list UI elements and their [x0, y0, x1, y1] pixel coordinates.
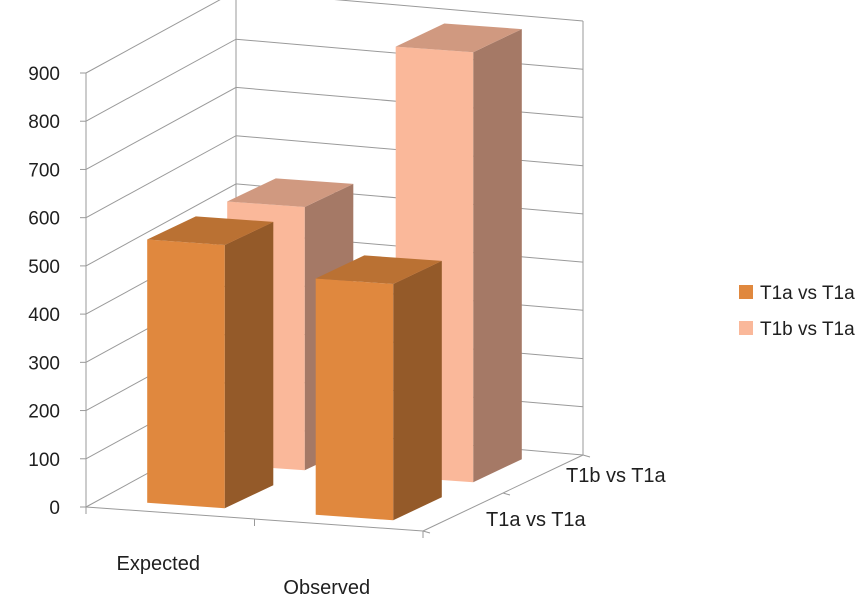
- x-tick-label: Expected: [117, 553, 200, 575]
- y-tick-label: 100: [28, 450, 60, 471]
- bar-top: [395, 23, 522, 53]
- bar: [147, 216, 274, 509]
- bar-side: [473, 29, 522, 483]
- bar-layer: [147, 23, 522, 521]
- y-tick-label: 700: [28, 160, 60, 181]
- legend-swatch: [739, 321, 753, 335]
- x-tick-label: Observed: [283, 577, 370, 598]
- depth-tick-label: T1a vs T1a: [486, 509, 587, 531]
- bar-top: [227, 178, 354, 207]
- legend-label: T1b vs T1a: [760, 319, 855, 340]
- label-layer: 0 100 200 300 400 500 600 700 800 900 Expected Obse…: [28, 64, 666, 598]
- y-tick-label: 600: [28, 209, 60, 230]
- y-tick-label: 0: [49, 498, 60, 519]
- legend: T1a vs T1a T1b vs T1a: [739, 283, 855, 340]
- depth-tick-mark: [502, 492, 511, 496]
- y-tick-label: 200: [28, 402, 60, 423]
- bar-front: [147, 239, 225, 509]
- y-tick-label: 800: [28, 112, 60, 133]
- legend-label: T1a vs T1a: [760, 283, 855, 304]
- bar-side: [393, 260, 442, 521]
- bar: [315, 255, 442, 521]
- legend-swatch: [739, 285, 753, 299]
- gridline: [85, 0, 584, 74]
- y-tick-label: 300: [28, 353, 60, 374]
- bar-top: [315, 255, 442, 284]
- bar-side: [224, 221, 274, 509]
- bar-top: [147, 216, 274, 245]
- y-tick-label: 900: [28, 64, 60, 85]
- depth-tick-label: T1b vs T1a: [566, 465, 667, 487]
- y-tick-label: 400: [28, 305, 60, 326]
- depth-tick-mark: [422, 530, 431, 534]
- depth-tick-mark: [582, 454, 591, 458]
- bar-front: [315, 278, 394, 521]
- y-tick-label: 500: [28, 257, 60, 278]
